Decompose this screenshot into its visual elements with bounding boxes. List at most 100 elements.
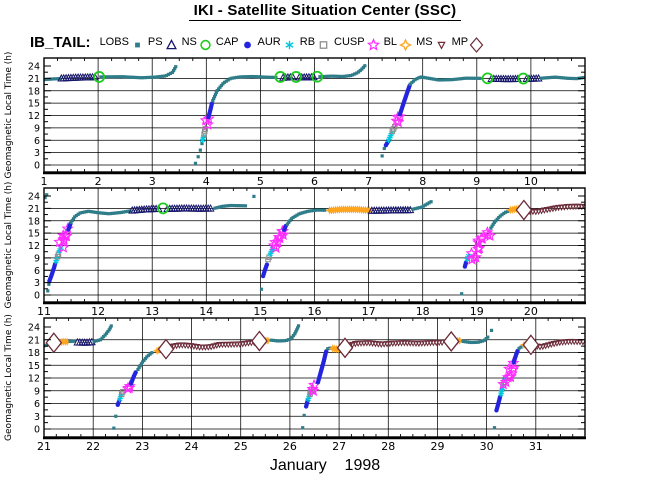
legend-item-label: CAP: [215, 36, 239, 48]
legend-item-cap: CAP: [216, 32, 255, 53]
svg-text:18: 18: [28, 348, 40, 359]
svg-text:3: 3: [34, 278, 40, 289]
legend-item-aur: AUR: [258, 32, 297, 53]
svg-text:18: 18: [28, 216, 40, 227]
svg-text:15: 15: [28, 229, 40, 240]
svg-text:20: 20: [524, 305, 538, 318]
svg-text:12: 12: [28, 111, 40, 122]
svg-text:16: 16: [308, 305, 322, 318]
aur-symbol-icon: [285, 40, 294, 49]
svg-text:18: 18: [416, 305, 430, 318]
svg-text:28: 28: [381, 440, 395, 453]
svg-text:10: 10: [524, 175, 538, 188]
svg-text:17: 17: [362, 305, 376, 318]
y-axis-title: Geomagnetic Local Time (h): [4, 314, 14, 441]
ns-symbol-icon: [200, 39, 211, 50]
svg-text:21: 21: [37, 440, 51, 453]
y-axis-title: Geomagnetic Local Time (h): [4, 52, 14, 179]
legend-item-label: AUR: [257, 36, 281, 48]
svg-text:21: 21: [28, 74, 40, 85]
svg-text:26: 26: [283, 440, 297, 453]
ps-symbol-icon: [165, 38, 177, 49]
panel-1-data: [44, 64, 585, 165]
svg-text:24: 24: [28, 62, 40, 73]
svg-text:18: 18: [28, 86, 40, 97]
svg-text:15: 15: [28, 361, 40, 372]
svg-text:0: 0: [34, 161, 40, 172]
svg-text:31: 31: [529, 440, 543, 453]
legend-item-rb: RB: [300, 32, 331, 53]
bl-symbol-icon: [399, 37, 413, 52]
svg-text:4: 4: [203, 175, 210, 188]
svg-text:9: 9: [34, 386, 40, 397]
legend-item-mp: MP: [452, 32, 485, 53]
svg-text:12: 12: [28, 374, 40, 385]
svg-text:9: 9: [34, 123, 40, 134]
svg-text:27: 27: [332, 440, 346, 453]
svg-text:14: 14: [199, 305, 213, 318]
svg-text:9: 9: [34, 253, 40, 264]
svg-text:15: 15: [253, 305, 267, 318]
legend: IB_TAIL: LOBS PS NS CAP AUR RB CUSP BL MS MP: [30, 30, 487, 54]
legend-title: IB_TAIL:: [30, 33, 91, 51]
legend-item-label: RB: [299, 36, 316, 48]
page-title: IKI - Satellite Situation Center (SSC): [188, 2, 462, 21]
svg-text:0: 0: [34, 291, 40, 302]
svg-text:6: 6: [34, 266, 40, 277]
svg-text:9: 9: [473, 175, 480, 188]
svg-text:3: 3: [34, 412, 40, 423]
svg-text:7: 7: [365, 175, 372, 188]
legend-item-label: CUSP: [334, 36, 365, 48]
svg-text:6: 6: [311, 175, 318, 188]
svg-text:12: 12: [28, 241, 40, 252]
svg-text:0: 0: [34, 425, 40, 436]
legend-item-cusp: CUSP: [334, 32, 381, 53]
svg-text:19: 19: [470, 305, 484, 318]
legend-item-ps: PS: [148, 32, 179, 53]
page-title-wrap: IKI - Satellite Situation Center (SSC): [0, 2, 650, 21]
legend-item-label: MS: [416, 36, 433, 48]
svg-text:24: 24: [28, 192, 40, 203]
legend-item-ms: MS: [416, 32, 449, 53]
mp-symbol-icon: [469, 36, 484, 53]
svg-text:15: 15: [28, 99, 40, 110]
svg-text:3: 3: [149, 175, 156, 188]
legend-item-label: PS: [147, 36, 163, 48]
svg-text:24: 24: [28, 323, 40, 334]
svg-text:13: 13: [145, 305, 159, 318]
svg-text:23: 23: [135, 440, 149, 453]
svg-text:5: 5: [257, 175, 264, 188]
svg-text:12: 12: [91, 305, 105, 318]
legend-item-label: MP: [451, 36, 469, 48]
panel-2-grid: [44, 188, 585, 302]
svg-text:1: 1: [41, 175, 48, 188]
legend-item-label: BL: [383, 36, 398, 48]
svg-text:21: 21: [28, 204, 40, 215]
svg-text:6: 6: [34, 399, 40, 410]
panel-3-data: [44, 324, 585, 430]
y-axis-title: Geomagnetic Local Time (h): [4, 182, 14, 309]
ms-symbol-icon: [436, 41, 446, 50]
legend-item-ns: NS: [182, 32, 213, 53]
lobs-symbol-icon: [135, 42, 140, 47]
svg-text:8: 8: [419, 175, 426, 188]
svg-text:22: 22: [86, 440, 100, 453]
cusp-symbol-icon: [366, 37, 380, 51]
panel-2-data: [44, 193, 585, 296]
svg-text:11: 11: [37, 305, 51, 318]
legend-item-bl: BL: [384, 32, 413, 53]
legend-items: LOBS PS NS CAP AUR RB CUSP BL MS MP: [100, 32, 488, 53]
svg-text:6: 6: [34, 136, 40, 147]
cap-symbol-icon: [243, 41, 251, 48]
legend-item-label: NS: [181, 36, 197, 48]
svg-text:2: 2: [95, 175, 102, 188]
svg-text:25: 25: [234, 440, 248, 453]
svg-text:21: 21: [28, 335, 40, 346]
x-axis-title: January 1998: [269, 457, 381, 474]
